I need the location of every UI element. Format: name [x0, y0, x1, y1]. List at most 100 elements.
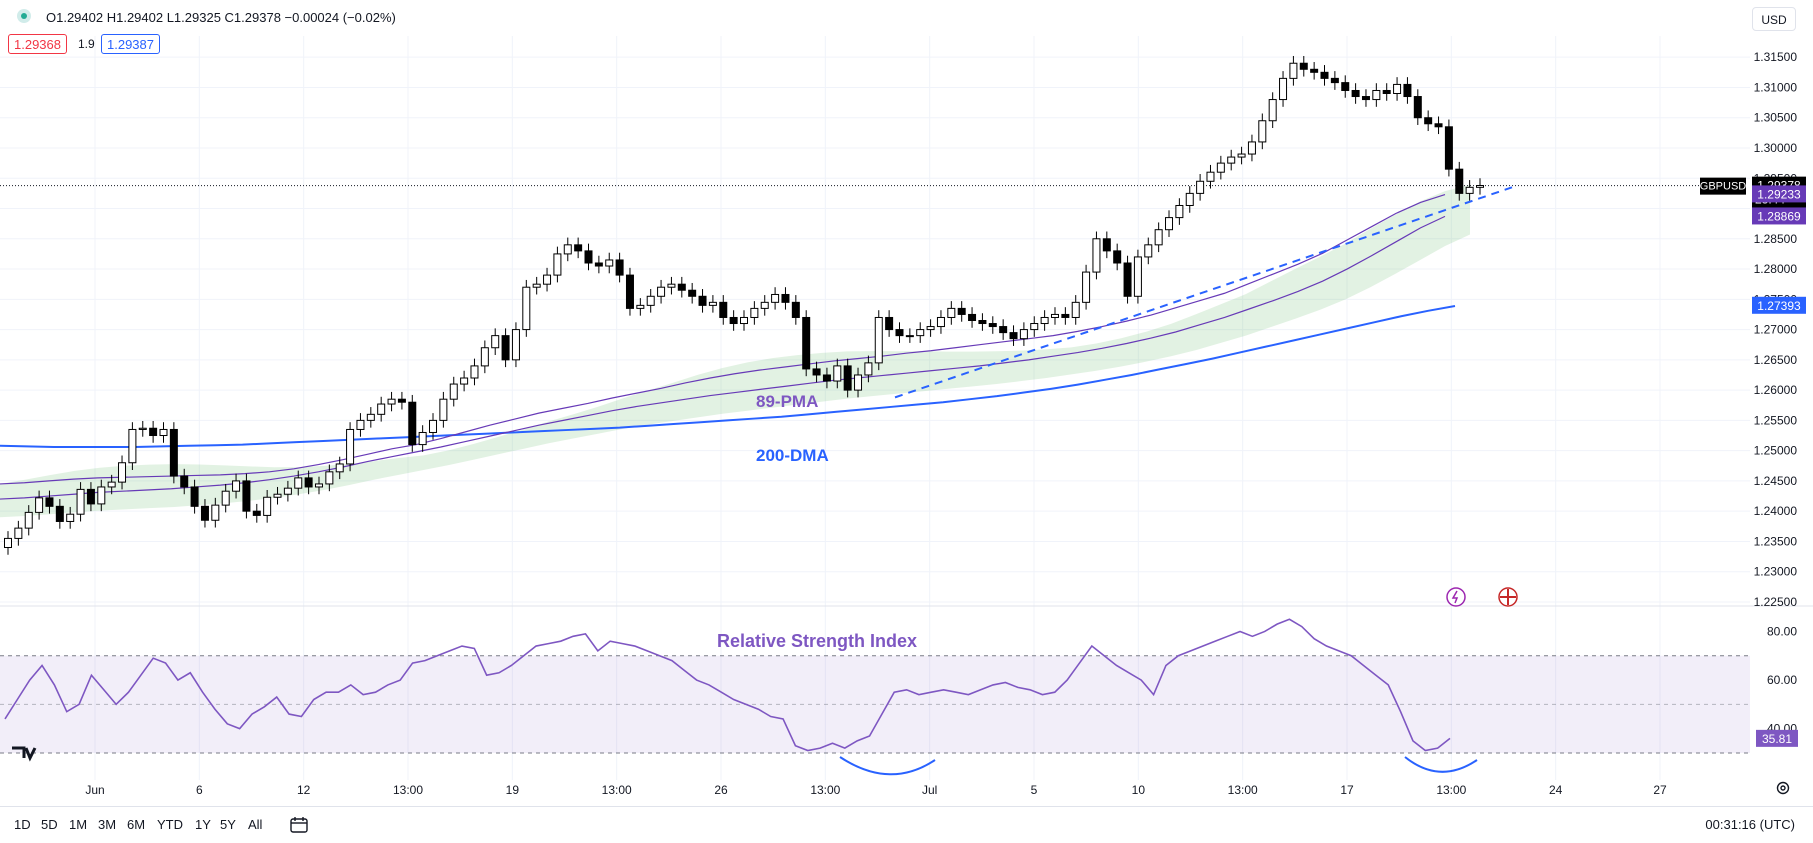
candle [1247, 141, 1256, 155]
candle [791, 301, 800, 318]
candle [760, 301, 769, 309]
range-6m-button[interactable]: 6M [127, 817, 146, 832]
buy-price-button[interactable]: 1.29387 [101, 34, 160, 54]
candles [4, 55, 1484, 555]
candle [1030, 323, 1039, 331]
candle [1258, 120, 1267, 143]
ichimoku-cloud [0, 184, 1470, 518]
candle [522, 286, 531, 331]
candle [1434, 123, 1443, 128]
candle [97, 486, 106, 505]
candle [45, 497, 54, 507]
candle [1444, 126, 1453, 170]
x-tick-label: 13:00 [393, 783, 423, 797]
candle [978, 320, 987, 325]
candle [926, 326, 935, 331]
candle [1320, 71, 1329, 79]
range-5d-button[interactable]: 5D [41, 817, 58, 832]
candle [833, 365, 842, 382]
candle [470, 365, 479, 379]
candle [936, 316, 945, 328]
candle [1040, 316, 1049, 325]
candle [1372, 89, 1381, 101]
y-tick-label: 1.28500 [1754, 232, 1798, 246]
candle [314, 483, 323, 488]
candle [1268, 99, 1277, 122]
annotations: 89-PMA 200-DMA Relative Strength Index [12, 392, 1518, 762]
ma-89-line [0, 194, 1446, 485]
candle [263, 496, 272, 516]
candle [594, 262, 603, 267]
candle [252, 510, 261, 516]
candle [232, 480, 241, 492]
currency-button[interactable]: USD [1752, 7, 1796, 31]
candle [677, 283, 686, 291]
x-tick-label: 26 [714, 783, 728, 797]
candle [86, 488, 95, 505]
candle [138, 427, 147, 430]
candle [854, 374, 863, 391]
symbol-tag: GBPUSD [1700, 181, 1747, 193]
rsi-panel [0, 618, 1750, 776]
annotation-89-pma: 89-PMA [756, 392, 818, 411]
range-1m-button[interactable]: 1M [69, 817, 88, 832]
ma-89-price-label-box [1752, 185, 1806, 203]
candle [916, 329, 925, 337]
candle [719, 301, 728, 318]
candle [688, 289, 697, 297]
candle [76, 488, 85, 515]
candle [1206, 171, 1215, 182]
candle [729, 316, 738, 325]
candle [1092, 238, 1101, 273]
candle [1165, 217, 1174, 231]
candle [304, 477, 313, 488]
candle [864, 362, 873, 376]
candle [346, 428, 355, 465]
tv-logo-icon [12, 746, 37, 762]
candle [636, 304, 645, 309]
x-tick-label: 5 [1031, 783, 1038, 797]
x-tick-label: 10 [1132, 783, 1146, 797]
candle [377, 403, 386, 415]
candle [4, 537, 12, 548]
y-tick-label: 1.26500 [1754, 353, 1798, 367]
y-tick-label: 1.26000 [1754, 383, 1798, 397]
spread-value: 1.9 [78, 37, 95, 51]
candle [491, 335, 500, 349]
candle [1061, 313, 1070, 318]
candle [356, 419, 365, 430]
candle [480, 347, 489, 367]
candle [843, 365, 852, 391]
range-1d-button[interactable]: 1D [14, 817, 31, 832]
range-3m-button[interactable]: 3M [98, 817, 117, 832]
candle [812, 368, 821, 376]
range-all-button[interactable]: All [248, 817, 263, 832]
candle [771, 293, 780, 303]
candle [968, 313, 977, 321]
calendar-icon[interactable] [288, 815, 310, 835]
candle [387, 398, 396, 405]
candle [1361, 96, 1370, 101]
settings-gear-icon[interactable] [1775, 780, 1791, 796]
candle [169, 428, 178, 477]
range-ytd-button[interactable]: YTD [157, 817, 183, 832]
range-1y-button[interactable]: 1Y [195, 817, 211, 832]
price-chart[interactable]: 1.315001.310001.305001.300001.295001.290… [0, 0, 1813, 806]
candle [180, 475, 189, 488]
candle [66, 513, 75, 522]
candle [449, 383, 458, 400]
range-5y-button[interactable]: 5Y [220, 817, 236, 832]
candle [128, 428, 137, 464]
candle [118, 462, 127, 483]
x-tick-label: 13:00 [1436, 783, 1466, 797]
ma-89-price-label: 1.29233 [1757, 187, 1801, 201]
rsi-tick-label: 60.00 [1767, 673, 1797, 687]
candle [418, 431, 427, 446]
candle [750, 307, 759, 318]
candle [1133, 256, 1142, 297]
candle [781, 293, 790, 303]
y-tick-label: 1.30500 [1754, 111, 1798, 125]
sell-price-button[interactable]: 1.29368 [8, 34, 67, 54]
candle [646, 295, 655, 306]
y-tick-label: 1.24000 [1754, 504, 1798, 518]
